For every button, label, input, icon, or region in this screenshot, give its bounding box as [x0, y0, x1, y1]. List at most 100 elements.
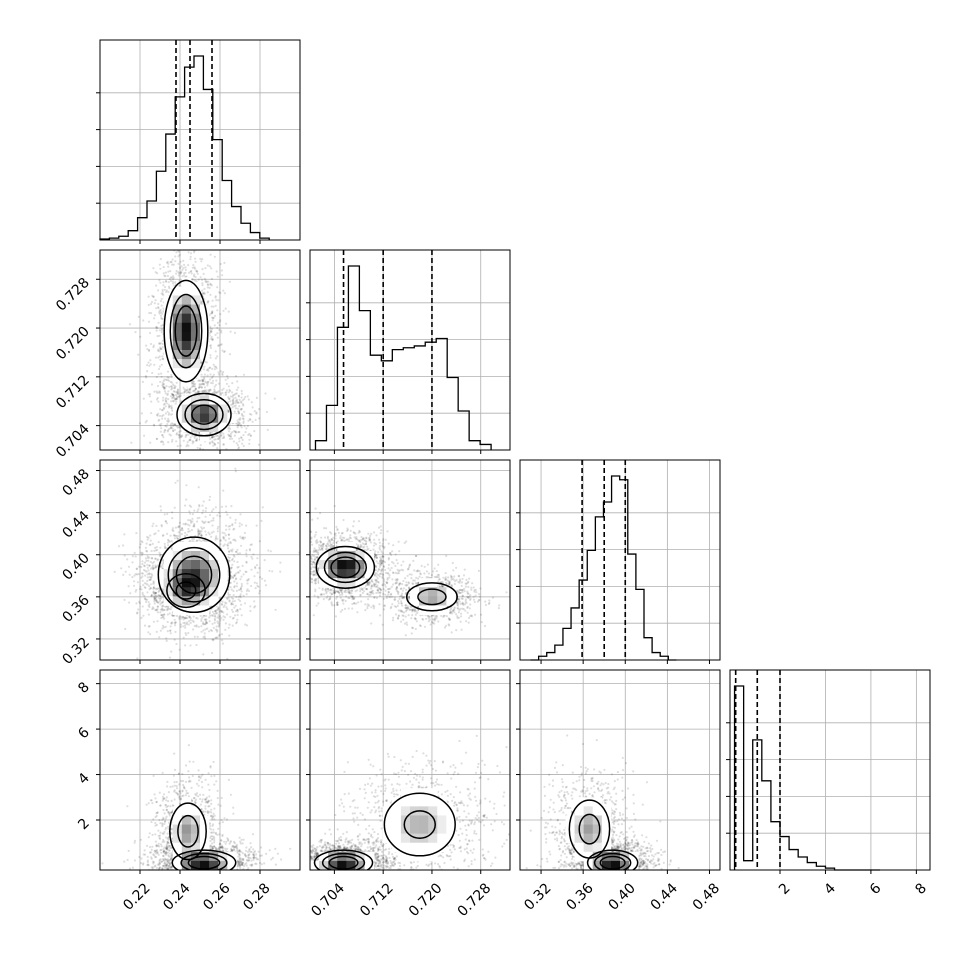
- scatter-point: [158, 365, 161, 368]
- scatter-point: [209, 293, 212, 296]
- scatter-point: [197, 386, 200, 389]
- scatter-point: [233, 331, 237, 334]
- scatter-point: [155, 325, 158, 328]
- scatter-point: [239, 594, 242, 598]
- scatter-point: [163, 386, 167, 389]
- scatter-point: [148, 588, 151, 591]
- scatter-point: [158, 594, 162, 597]
- scatter-point: [149, 567, 153, 570]
- scatter-point: [206, 374, 209, 377]
- scatter-point: [229, 516, 232, 519]
- scatter-point: [146, 535, 149, 539]
- scatter-point: [166, 620, 169, 624]
- scatter-point: [214, 365, 218, 368]
- scatter-point: [156, 327, 159, 330]
- scatter-point: [229, 427, 232, 430]
- density-cell: [181, 304, 192, 315]
- scatter-point: [194, 257, 197, 260]
- scatter-point: [237, 412, 240, 415]
- scatter-point: [210, 531, 213, 534]
- scatter-point: [173, 397, 176, 400]
- scatter-point: [151, 294, 154, 297]
- scatter-point: [173, 622, 176, 625]
- scatter-point: [246, 424, 249, 428]
- scatter-point: [239, 400, 243, 403]
- scatter-point: [180, 617, 183, 620]
- scatter-point: [234, 467, 237, 470]
- scatter-point: [180, 435, 183, 439]
- scatter-point: [190, 278, 194, 281]
- scatter-point: [199, 614, 202, 618]
- scatter-point: [154, 565, 157, 568]
- scatter-point: [222, 536, 225, 539]
- scatter-point: [174, 255, 177, 258]
- scatter-point: [178, 266, 182, 269]
- scatter-point: [189, 617, 192, 620]
- scatter-point: [214, 506, 217, 509]
- scatter-point: [197, 532, 200, 535]
- scatter-point: [219, 343, 222, 346]
- scatter-point: [188, 389, 191, 392]
- scatter-point: [202, 629, 205, 632]
- scatter-point: [231, 597, 235, 600]
- scatter-point: [208, 616, 211, 619]
- scatter-point: [148, 603, 151, 606]
- scatter-point: [209, 346, 213, 350]
- scatter-point: [207, 521, 210, 524]
- scatter-point: [156, 384, 160, 388]
- scatter-point: [242, 573, 245, 576]
- scatter-point: [231, 624, 234, 627]
- scatter-point: [227, 596, 230, 599]
- scatter-point: [199, 276, 202, 279]
- scatter-point: [170, 413, 173, 416]
- scatter-point: [204, 530, 207, 533]
- scatter-point: [248, 412, 252, 416]
- scatter-point: [161, 605, 164, 608]
- scatter-point: [210, 335, 213, 339]
- scatter-point: [157, 412, 160, 415]
- scatter-point: [206, 283, 209, 286]
- density-cell: [163, 304, 174, 315]
- scatter-point: [208, 389, 211, 392]
- scatter-point: [148, 564, 151, 567]
- scatter-point: [148, 564, 151, 567]
- scatter-point: [198, 532, 201, 536]
- scatter-point: [225, 597, 229, 600]
- scatter-point: [230, 566, 233, 569]
- scatter-point: [231, 395, 234, 398]
- scatter-point: [140, 572, 143, 575]
- scatter-point: [209, 373, 212, 376]
- scatter-point: [255, 564, 259, 567]
- scatter-point: [237, 565, 240, 569]
- scatter-point: [206, 286, 209, 289]
- scatter-point: [228, 537, 231, 540]
- scatter-point: [222, 618, 225, 621]
- scatter-point: [206, 300, 209, 303]
- scatter-point: [167, 265, 170, 268]
- scatter-point: [155, 599, 158, 602]
- scatter-point: [163, 387, 166, 390]
- scatter-point: [154, 609, 157, 612]
- scatter-point: [211, 614, 215, 618]
- scatter-point: [184, 435, 187, 439]
- scatter-point: [184, 644, 187, 647]
- scatter-point: [232, 400, 235, 403]
- scatter-point: [212, 435, 215, 438]
- scatter-point: [170, 381, 173, 384]
- scatter-point: [236, 560, 239, 564]
- scatter-point: [218, 609, 221, 612]
- scatter-point: [251, 420, 254, 423]
- density-cell: [200, 304, 210, 315]
- scatter-point: [203, 390, 206, 393]
- scatter-point: [221, 389, 224, 392]
- scatter-point: [173, 384, 176, 387]
- scatter-point: [209, 356, 212, 359]
- scatter-point: [202, 621, 205, 624]
- scatter-point: [220, 343, 223, 346]
- scatter-point: [192, 275, 195, 278]
- scatter-point: [174, 534, 177, 537]
- scatter-point: [158, 312, 161, 315]
- scatter-point: [185, 633, 188, 637]
- scatter-point: [205, 280, 208, 283]
- scatter-point: [157, 601, 160, 604]
